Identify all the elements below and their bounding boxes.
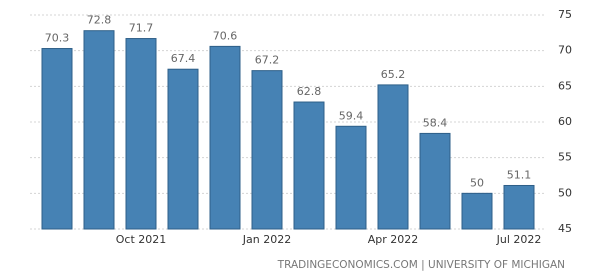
y-tick-label: 50 — [558, 186, 572, 199]
x-tick-label: Jan 2022 — [242, 233, 291, 246]
bar — [335, 125, 367, 230]
value-label: 67.4 — [171, 52, 196, 65]
bar — [251, 70, 283, 230]
y-tick-label: 75 — [558, 8, 572, 21]
value-label: 72.8 — [87, 14, 112, 27]
y-tick-label: 55 — [558, 151, 572, 164]
y-tick-label: 70 — [558, 44, 572, 57]
value-label: 50 — [470, 176, 484, 189]
y-tick-label: 45 — [558, 222, 572, 235]
source: TRADINGECONOMICS.COM | UNIVERSITY OF MIC… — [277, 259, 565, 271]
value-label: 62.8 — [297, 85, 322, 98]
bar — [209, 45, 241, 230]
x-tick-label: Oct 2021 — [116, 233, 167, 246]
y-tick-label: 65 — [558, 79, 572, 92]
bar — [377, 84, 409, 230]
bar — [419, 132, 451, 230]
x-tick-label: Apr 2022 — [368, 233, 419, 246]
bar — [83, 30, 115, 230]
value-label: 51.1 — [507, 168, 532, 181]
value-label: 70.3 — [45, 32, 70, 45]
value-label: 65.2 — [381, 68, 406, 81]
bar — [293, 101, 325, 230]
value-label: 59.4 — [339, 109, 364, 122]
y-tick-label: 60 — [558, 115, 572, 128]
bar — [41, 48, 73, 230]
value-label: 71.7 — [129, 22, 154, 35]
bar — [461, 192, 493, 230]
value-label: 67.2 — [255, 54, 280, 67]
bar — [167, 68, 199, 230]
bar — [503, 184, 535, 230]
value-label: 70.6 — [213, 29, 238, 42]
value-label: 58.4 — [423, 116, 448, 129]
x-tick-label: Jul 2022 — [496, 233, 542, 246]
bar — [125, 38, 157, 230]
